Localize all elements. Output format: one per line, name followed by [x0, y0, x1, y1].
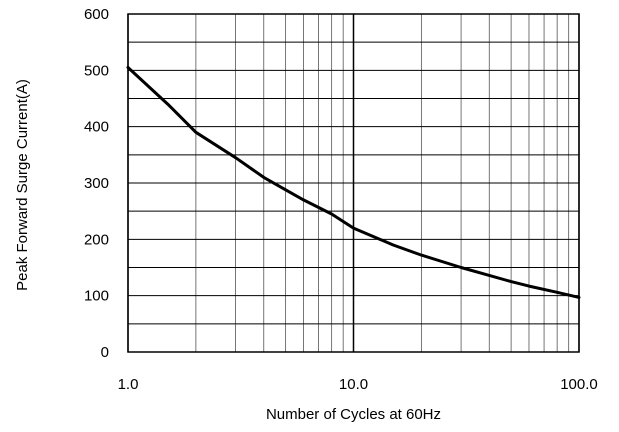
x-tick-label: 1.0 — [118, 376, 139, 393]
y-tick-label: 200 — [84, 231, 109, 248]
y-tick-label: 100 — [84, 288, 109, 305]
plot-frame — [127, 13, 580, 353]
y-axis-label: Peak Forward Surge Current(A) — [14, 79, 31, 291]
grid — [127, 13, 580, 353]
y-tick-labels: 0 100 200 300 400 500 600 — [84, 6, 109, 361]
x-tick-label: 10.0 — [339, 376, 368, 393]
x-tick-label: 100.0 — [560, 376, 598, 393]
y-tick-label: 400 — [84, 119, 109, 136]
x-tick-labels: 1.0 10.0 100.0 — [118, 376, 598, 393]
series-line-0 — [126, 66, 581, 299]
y-tick-label: 600 — [84, 6, 109, 23]
y-tick-label: 500 — [84, 62, 109, 79]
y-tick-label: 0 — [101, 344, 109, 361]
x-axis-label: Number of Cycles at 60Hz — [266, 406, 441, 423]
y-tick-label: 300 — [84, 175, 109, 192]
series-layer — [126, 66, 581, 299]
